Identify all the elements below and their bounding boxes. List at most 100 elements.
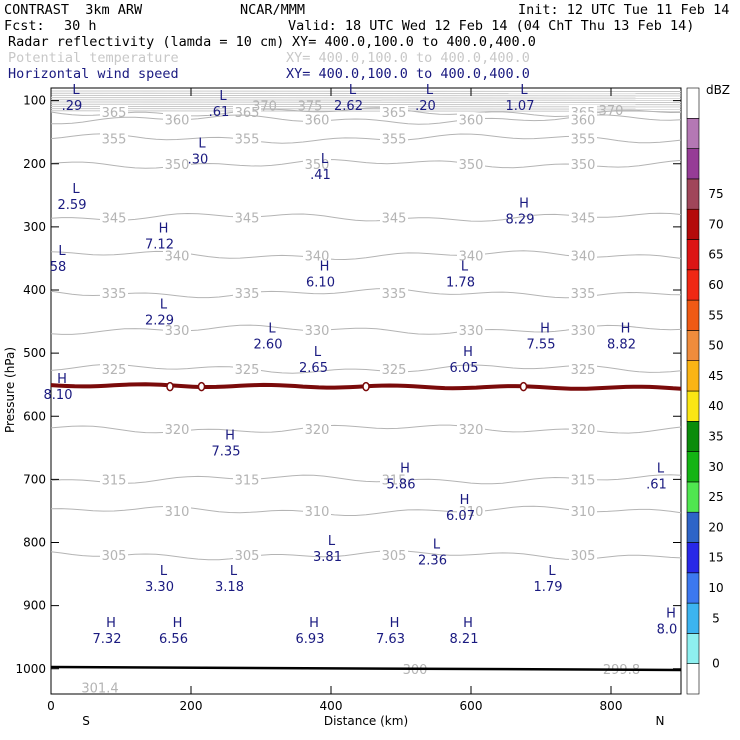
isentrope-label-bg xyxy=(303,156,331,170)
south-label: S xyxy=(82,714,90,728)
field-xy-theta: XY= 400.0,100.0 to 400.0,400.0 xyxy=(286,50,530,66)
wind-extremum-low: L2.29 xyxy=(145,297,174,328)
isentrope-label: 301.4 xyxy=(81,682,118,697)
wind-extremum-value: .61 xyxy=(646,478,667,493)
isentrope-label-bg xyxy=(569,156,597,170)
reflectivity-contour-mark xyxy=(519,381,528,392)
model-title: CONTRAST 3km ARW xyxy=(4,2,143,18)
x-tick-label: 600 xyxy=(460,699,483,713)
colorbar-title: dBZ xyxy=(706,83,730,97)
wind-extremum-value: 2.29 xyxy=(145,313,174,328)
isentrope-label: 340 xyxy=(165,249,190,264)
isentrope-label-bg xyxy=(303,322,331,336)
isentrope-label: 320 xyxy=(165,423,190,438)
wind-extremum-type: L xyxy=(657,462,665,477)
isentrope-label: 305 xyxy=(102,549,127,564)
wind-extremum-high: H6.07 xyxy=(446,493,475,524)
isentrope-label: 350 xyxy=(571,158,596,173)
colorbar-segment xyxy=(686,148,700,180)
reflectivity-contour-mark xyxy=(362,381,370,392)
wind-extremum-value: 1.78 xyxy=(446,276,475,291)
isentrope-label: 350 xyxy=(165,158,190,173)
wind-extremum-low: L1.78 xyxy=(446,260,475,291)
isentrope-label: 330 xyxy=(165,324,190,339)
wind-extremum-type: H xyxy=(666,607,676,622)
colorbar-label: 60 xyxy=(708,278,723,292)
isentrope-label: 320 xyxy=(459,423,484,438)
wind-extremum-high: H7.12 xyxy=(145,222,174,253)
isentrope-upper xyxy=(50,97,682,99)
wind-extremum-type: L xyxy=(314,345,322,360)
colorbar-segment xyxy=(686,602,700,634)
wind-extremum-type: H xyxy=(309,616,319,631)
field-name-reflectivity: Radar reflectivity (lamda = 10 cm) xyxy=(8,34,285,50)
wind-extremum-value: .61 xyxy=(209,105,230,120)
isentrope-label: 345 xyxy=(382,211,407,226)
wind-extremum-type: L xyxy=(72,182,80,197)
wind-extremum-high: H6.56 xyxy=(159,616,188,647)
isentrope-label-bg xyxy=(380,361,408,375)
isentrope-label: 315 xyxy=(235,473,260,488)
wind-extremum-high: H8.29 xyxy=(506,196,535,227)
x-tick-label: 400 xyxy=(320,699,343,713)
isentrope-label: 365 xyxy=(235,106,260,121)
colorbar-label: 55 xyxy=(708,308,723,322)
isentrope-label-bg xyxy=(100,286,128,300)
isentrope-label: 360 xyxy=(305,114,330,129)
valid-time: Valid: 18 UTC Wed 12 Feb 14 (04 ChT Thu … xyxy=(288,18,695,34)
wind-extremum-type: L xyxy=(328,534,336,549)
colorbar-label: 20 xyxy=(708,520,723,534)
y-axis-title: Pressure (hPa) xyxy=(3,347,17,433)
wind-extremum-type: H xyxy=(519,196,529,211)
y-tick-label: 200 xyxy=(23,157,46,171)
isentrope-label-bg xyxy=(303,421,331,435)
wind-extremum-type: H xyxy=(621,321,631,336)
colorbar-segment xyxy=(686,542,700,574)
isentrope-label-bg xyxy=(233,361,261,375)
wind-extremum-low: L2.62 xyxy=(334,83,363,114)
isentrope-label-bg xyxy=(163,248,191,262)
isentrope-label: 330 xyxy=(571,324,596,339)
y-tick-label: 300 xyxy=(23,220,46,234)
isentrope-label: 335 xyxy=(571,287,596,302)
colorbar-label: 70 xyxy=(708,217,723,231)
isentrope-label: 365 xyxy=(382,106,407,121)
isentrope-label-bg xyxy=(163,322,191,336)
field-xy-wind: XY= 400.0,100.0 to 400.0,400.0 xyxy=(286,66,530,82)
isentrope-label-bg xyxy=(457,156,485,170)
wind-extremum-high: H8.82 xyxy=(607,321,636,352)
isentrope-label-bg xyxy=(163,421,191,435)
colorbar-segment xyxy=(686,663,700,695)
isentrope-label: 350 xyxy=(459,158,484,173)
wind-extremum-type: L xyxy=(58,244,66,259)
wind-extremum-high: H6.05 xyxy=(450,345,479,376)
wind-extremum-type: L xyxy=(160,297,168,312)
isentrope-upper xyxy=(50,103,682,106)
wind-extremum-type: L xyxy=(461,260,469,275)
isentrope-label-bg xyxy=(569,112,597,126)
isentrope-label-bg xyxy=(569,286,597,300)
wind-extremum-value: 6.05 xyxy=(450,361,479,376)
colorbar-segment xyxy=(686,451,700,483)
colorbar-segment xyxy=(686,239,700,271)
isentrope-label: 330 xyxy=(459,324,484,339)
isentrope-label-bg xyxy=(303,503,331,517)
isentrope-label-bg xyxy=(380,131,408,145)
x-tick-label: 0 xyxy=(47,699,55,713)
isentrope-label-bg xyxy=(233,210,261,224)
colorbar-segment xyxy=(686,420,700,452)
wind-extremum-type: L xyxy=(433,537,441,552)
wind-extremum-value: 1.79 xyxy=(534,580,563,595)
colorbar-label: 5 xyxy=(712,611,720,625)
colorbar-segment xyxy=(686,208,700,240)
y-tick-label: 100 xyxy=(23,94,46,108)
isentrope-label-bg xyxy=(163,503,191,517)
colorbar-segment xyxy=(686,572,700,604)
wind-extremum-type: L xyxy=(426,83,434,98)
isentrope-label-bg xyxy=(569,548,597,562)
colorbar-segment xyxy=(686,481,700,513)
forecast-label: Fcst: xyxy=(4,18,45,34)
isentrope-label-bg xyxy=(457,503,485,517)
isentrope-label-bg xyxy=(303,112,331,126)
